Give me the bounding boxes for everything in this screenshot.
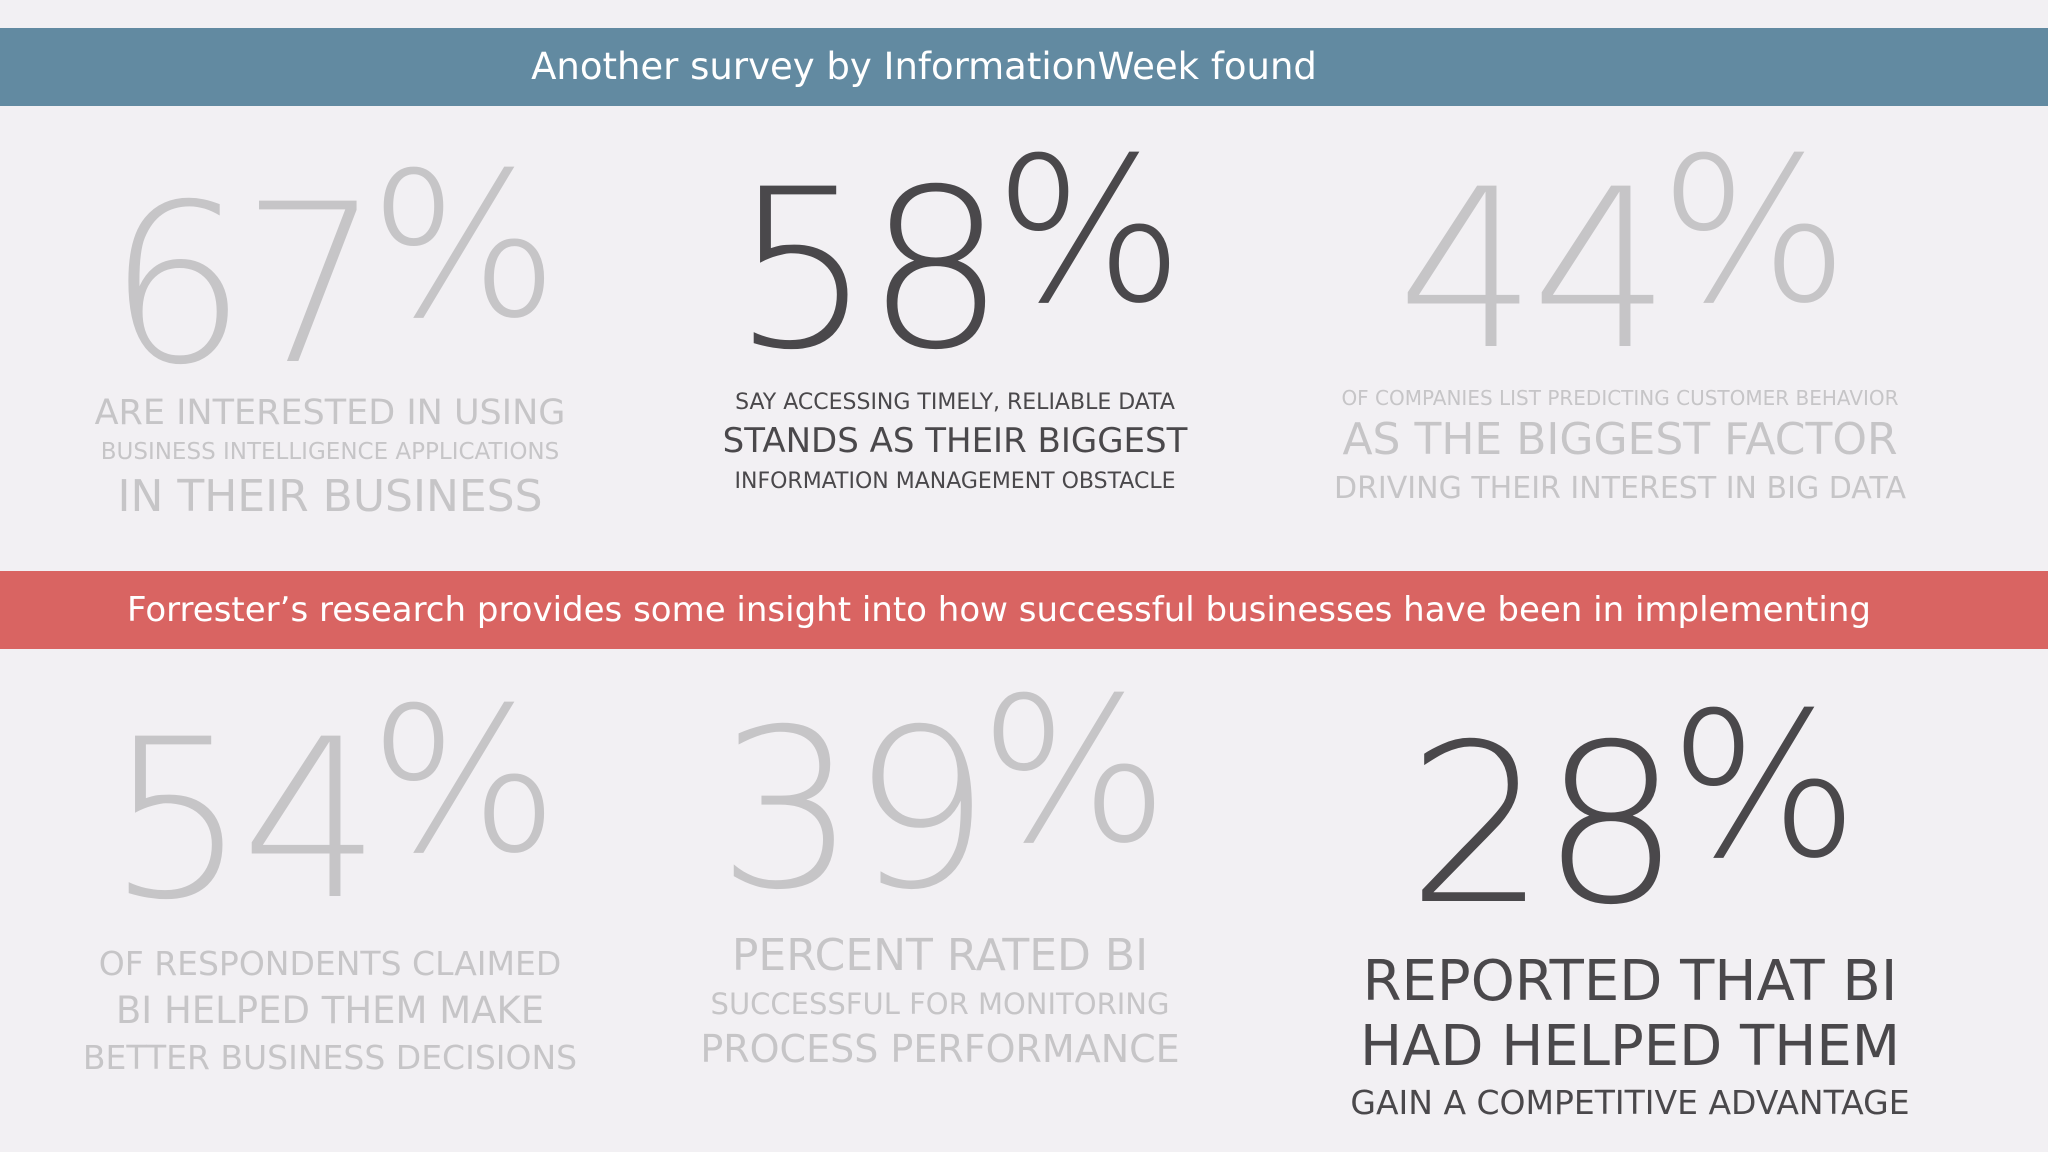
stat-caption-line-3: DRIVING THEIR INTEREST IN BIG DATA xyxy=(1333,471,1907,506)
stat-caption-line-3: GAIN A COMPETITIVE ADVANTAGE xyxy=(1350,1083,1910,1122)
stat-caption-line-3: BETTER BUSINESS DECISIONS xyxy=(82,1038,578,1077)
stat-number: 67% xyxy=(70,147,590,396)
stat-caption-line-3: PROCESS PERFORMANCE xyxy=(700,1027,1180,1071)
stat-caption-line-1: REPORTED THAT BI xyxy=(1362,949,1898,1014)
stat-caption-line-2: BI HELPED THEM MAKE xyxy=(115,989,545,1032)
stat-caption-line-1: ARE INTERESTED IN USING xyxy=(94,393,566,433)
percent-sign: % xyxy=(978,655,1169,888)
stat-card-39: 39% PERCENT RATED BI SUCCESSFUL FOR MONI… xyxy=(680,672,1200,1072)
middle-banner: Forrester’s research provides some insig… xyxy=(0,571,2048,649)
middle-banner-text: Forrester’s research provides some insig… xyxy=(127,590,1871,630)
stat-caption-line-1: OF COMPANIES LIST PREDICTING CUSTOMER BE… xyxy=(1341,386,1899,410)
stat-caption-line-2: HAD HELPED THEM xyxy=(1359,1014,1901,1079)
stat-digits: 58 xyxy=(732,142,1006,398)
stat-digits: 54 xyxy=(107,692,381,948)
stat-caption-line-3: IN THEIR BUSINESS xyxy=(117,471,543,522)
stat-card-58: 58% SAY ACCESSING TIMELY, RELIABLE DATA … xyxy=(700,132,1210,495)
percent-sign: % xyxy=(993,115,1184,348)
stat-digits: 28 xyxy=(1407,697,1681,953)
stat-caption-line-1: PERCENT RATED BI xyxy=(731,930,1149,981)
stat-caption-line-1: OF RESPONDENTS CLAIMED xyxy=(98,944,562,983)
stat-number: 44% xyxy=(1300,132,1940,381)
top-banner-text: Another survey by InformationWeek found xyxy=(531,45,1317,88)
stat-caption-line-2: SUCCESSFUL FOR MONITORING xyxy=(710,987,1170,1021)
stat-digits: 39 xyxy=(717,682,991,938)
stat-card-54: 54% OF RESPONDENTS CLAIMED BI HELPED THE… xyxy=(60,682,600,1078)
stat-digits: 67 xyxy=(107,157,381,413)
stat-caption-line-2: BUSINESS INTELLIGENCE APPLICATIONS xyxy=(100,439,560,465)
stat-caption-line-3: INFORMATION MANAGEMENT OBSTACLE xyxy=(734,469,1176,494)
stat-number: 58% xyxy=(700,132,1210,381)
stat-number: 54% xyxy=(60,682,600,931)
top-banner: Another survey by InformationWeek found xyxy=(0,28,2048,106)
stat-caption-line-1: SAY ACCESSING TIMELY, RELIABLE DATA xyxy=(735,390,1175,415)
percent-sign: % xyxy=(368,665,559,898)
stat-card-44: 44% OF COMPANIES LIST PREDICTING CUSTOME… xyxy=(1300,132,1940,507)
stat-caption-line-2: STANDS AS THEIR BIGGEST xyxy=(722,421,1188,461)
percent-sign: % xyxy=(368,130,559,363)
stat-card-67: 67% ARE INTERESTED IN USING BUSINESS INT… xyxy=(70,147,590,523)
stat-number: 39% xyxy=(680,672,1200,921)
stat-card-28: 28% REPORTED THAT BI HAD HELPED THEM GAI… xyxy=(1300,687,1960,1123)
stat-caption-line-2: AS THE BIGGEST FACTOR xyxy=(1342,414,1898,465)
stat-digits: 44 xyxy=(1397,142,1671,398)
percent-sign: % xyxy=(1668,670,1859,903)
stat-number: 28% xyxy=(1300,687,1960,936)
percent-sign: % xyxy=(1658,115,1849,348)
